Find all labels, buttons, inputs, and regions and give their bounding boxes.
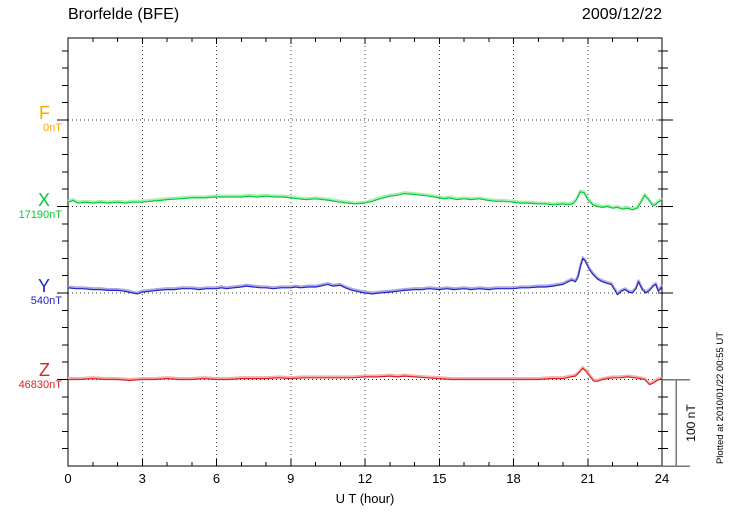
channel-Y-label: Y bbox=[37, 276, 50, 296]
channel-X-baseline-value: 17190nT bbox=[18, 209, 62, 221]
x-tick-label: 24 bbox=[654, 471, 670, 486]
channel-Z-label: Z bbox=[39, 360, 50, 380]
x-tick-label: 15 bbox=[432, 471, 447, 486]
plot-border bbox=[67, 37, 663, 467]
trace-Z-light bbox=[68, 365, 663, 385]
trace-Y bbox=[67, 258, 663, 296]
date-label: 2009/12/22 bbox=[581, 6, 662, 23]
x-tick-label: 21 bbox=[580, 471, 596, 486]
scale-bar bbox=[662, 378, 690, 467]
x-tick-label: 12 bbox=[357, 471, 373, 486]
x-tick-label: 0 bbox=[64, 471, 72, 486]
x-tick-label: 6 bbox=[212, 471, 221, 486]
channel-F-label: F bbox=[39, 103, 50, 123]
x-axis-title: U T (hour) bbox=[335, 491, 395, 506]
x-tick-label: 18 bbox=[506, 471, 521, 486]
trace-X bbox=[67, 191, 663, 211]
plot-timestamp-note: Plotted at 2010/01/22 00:55 UT bbox=[715, 331, 726, 465]
page-title: Brorfelde (BFE) bbox=[68, 6, 180, 23]
scale-bar-label: 100 nT bbox=[684, 404, 698, 442]
trace-X-light bbox=[67, 189, 663, 210]
x-axis-ticks bbox=[67, 38, 663, 466]
grid-vertical bbox=[141, 38, 589, 466]
y-axis-ticks bbox=[57, 50, 673, 450]
x-tick-label: 3 bbox=[138, 471, 146, 486]
trace-Y-light bbox=[67, 256, 664, 295]
x-tick-label: 9 bbox=[287, 471, 295, 486]
channel-Z-baseline-value: 46830nT bbox=[18, 379, 62, 391]
channel-Y-baseline-value: 540nT bbox=[30, 295, 62, 307]
channel-F-baseline-value: 0nT bbox=[43, 122, 62, 134]
channel-X-label: X bbox=[37, 190, 50, 210]
trace-Z bbox=[68, 367, 663, 386]
